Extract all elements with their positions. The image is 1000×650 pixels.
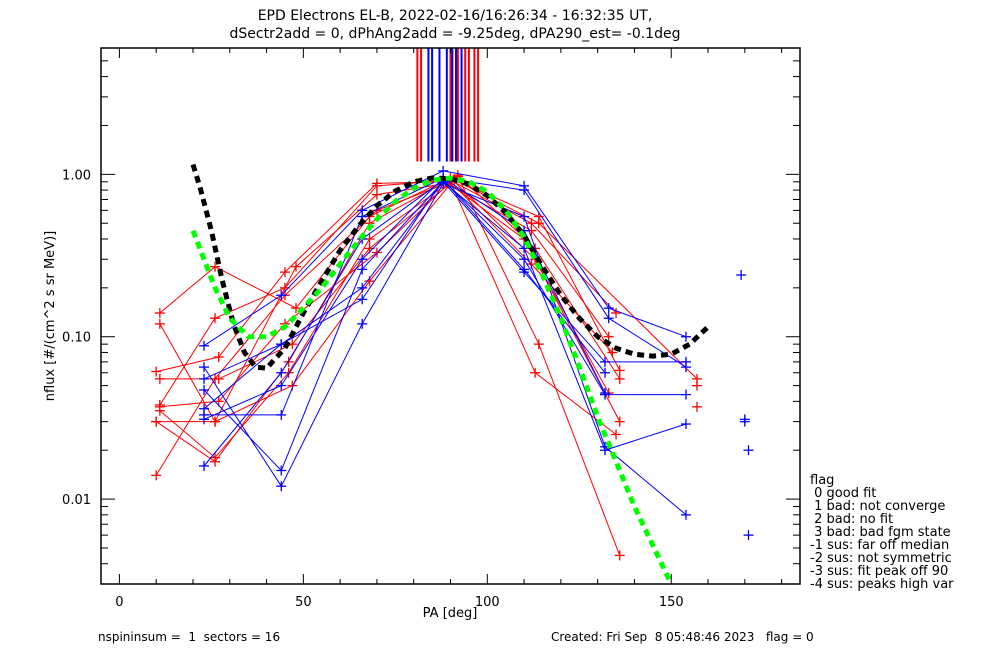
series-line-blue-4 [203, 181, 686, 472]
y-tick-label: 1.00 [62, 168, 91, 183]
x-tick-label: 100 [475, 595, 500, 610]
green-fit-curve [190, 175, 674, 586]
series-line-blue-8 [203, 178, 606, 380]
series-line-blue-1 [203, 170, 687, 347]
series-line-red-8 [155, 174, 621, 463]
x-tick-label: 50 [295, 595, 312, 610]
series-line-red-4 [159, 175, 621, 556]
footer-left: nspininsum = 1 sectors = 16 [98, 630, 280, 644]
legend-entry: -4 sus: peaks high var [810, 577, 954, 592]
plot-frame [100, 47, 801, 585]
x-axis-label: PA [deg] [423, 606, 478, 621]
chart-subtitle: dSectr2add = 0, dPhAng2add = -9.25deg, d… [230, 26, 681, 42]
legend: flag 0 good fit 1 bad: not converge 2 ba… [810, 473, 954, 592]
legend-entry: -3 sus: fit peak off 90 [810, 564, 948, 579]
series-line-red-10 [156, 178, 698, 423]
series-line-blue-3 [203, 179, 686, 467]
footer-right: Created: Fri Sep 8 05:48:46 2023 flag = … [551, 630, 814, 644]
black-fit-curve [190, 163, 710, 371]
legend-entry: -1 sus: far off median [810, 538, 949, 553]
y-tick-label: 0.10 [62, 331, 91, 346]
legend-entry: -2 sus: not symmetric [810, 551, 952, 566]
plot-marks [151, 48, 754, 586]
legend-entry: 2 bad: no fit [810, 512, 893, 527]
y-tick-labels: 0.01 0.10 1.00 [62, 168, 91, 508]
legend-entry: 1 bad: not converge [810, 499, 945, 514]
x-tick-labels: 0 50 100 150 [115, 595, 683, 610]
series-line-red-1 [159, 179, 617, 406]
legend-entry: 0 good fit [810, 486, 876, 501]
y-tick-label: 0.01 [62, 493, 91, 508]
x-tick-label: 0 [115, 595, 123, 610]
chart-title: EPD Electrons EL-B, 2022-02-16/16:26:34 … [258, 8, 653, 24]
x-tick-label: 150 [659, 595, 684, 610]
legend-entry: 3 bad: bad fgm state [810, 525, 951, 540]
series-line-red-7 [159, 182, 610, 423]
legend-title: flag [810, 473, 834, 488]
y-axis-label: nflux [#/(cm^2 s sr MeV)] [43, 231, 58, 401]
